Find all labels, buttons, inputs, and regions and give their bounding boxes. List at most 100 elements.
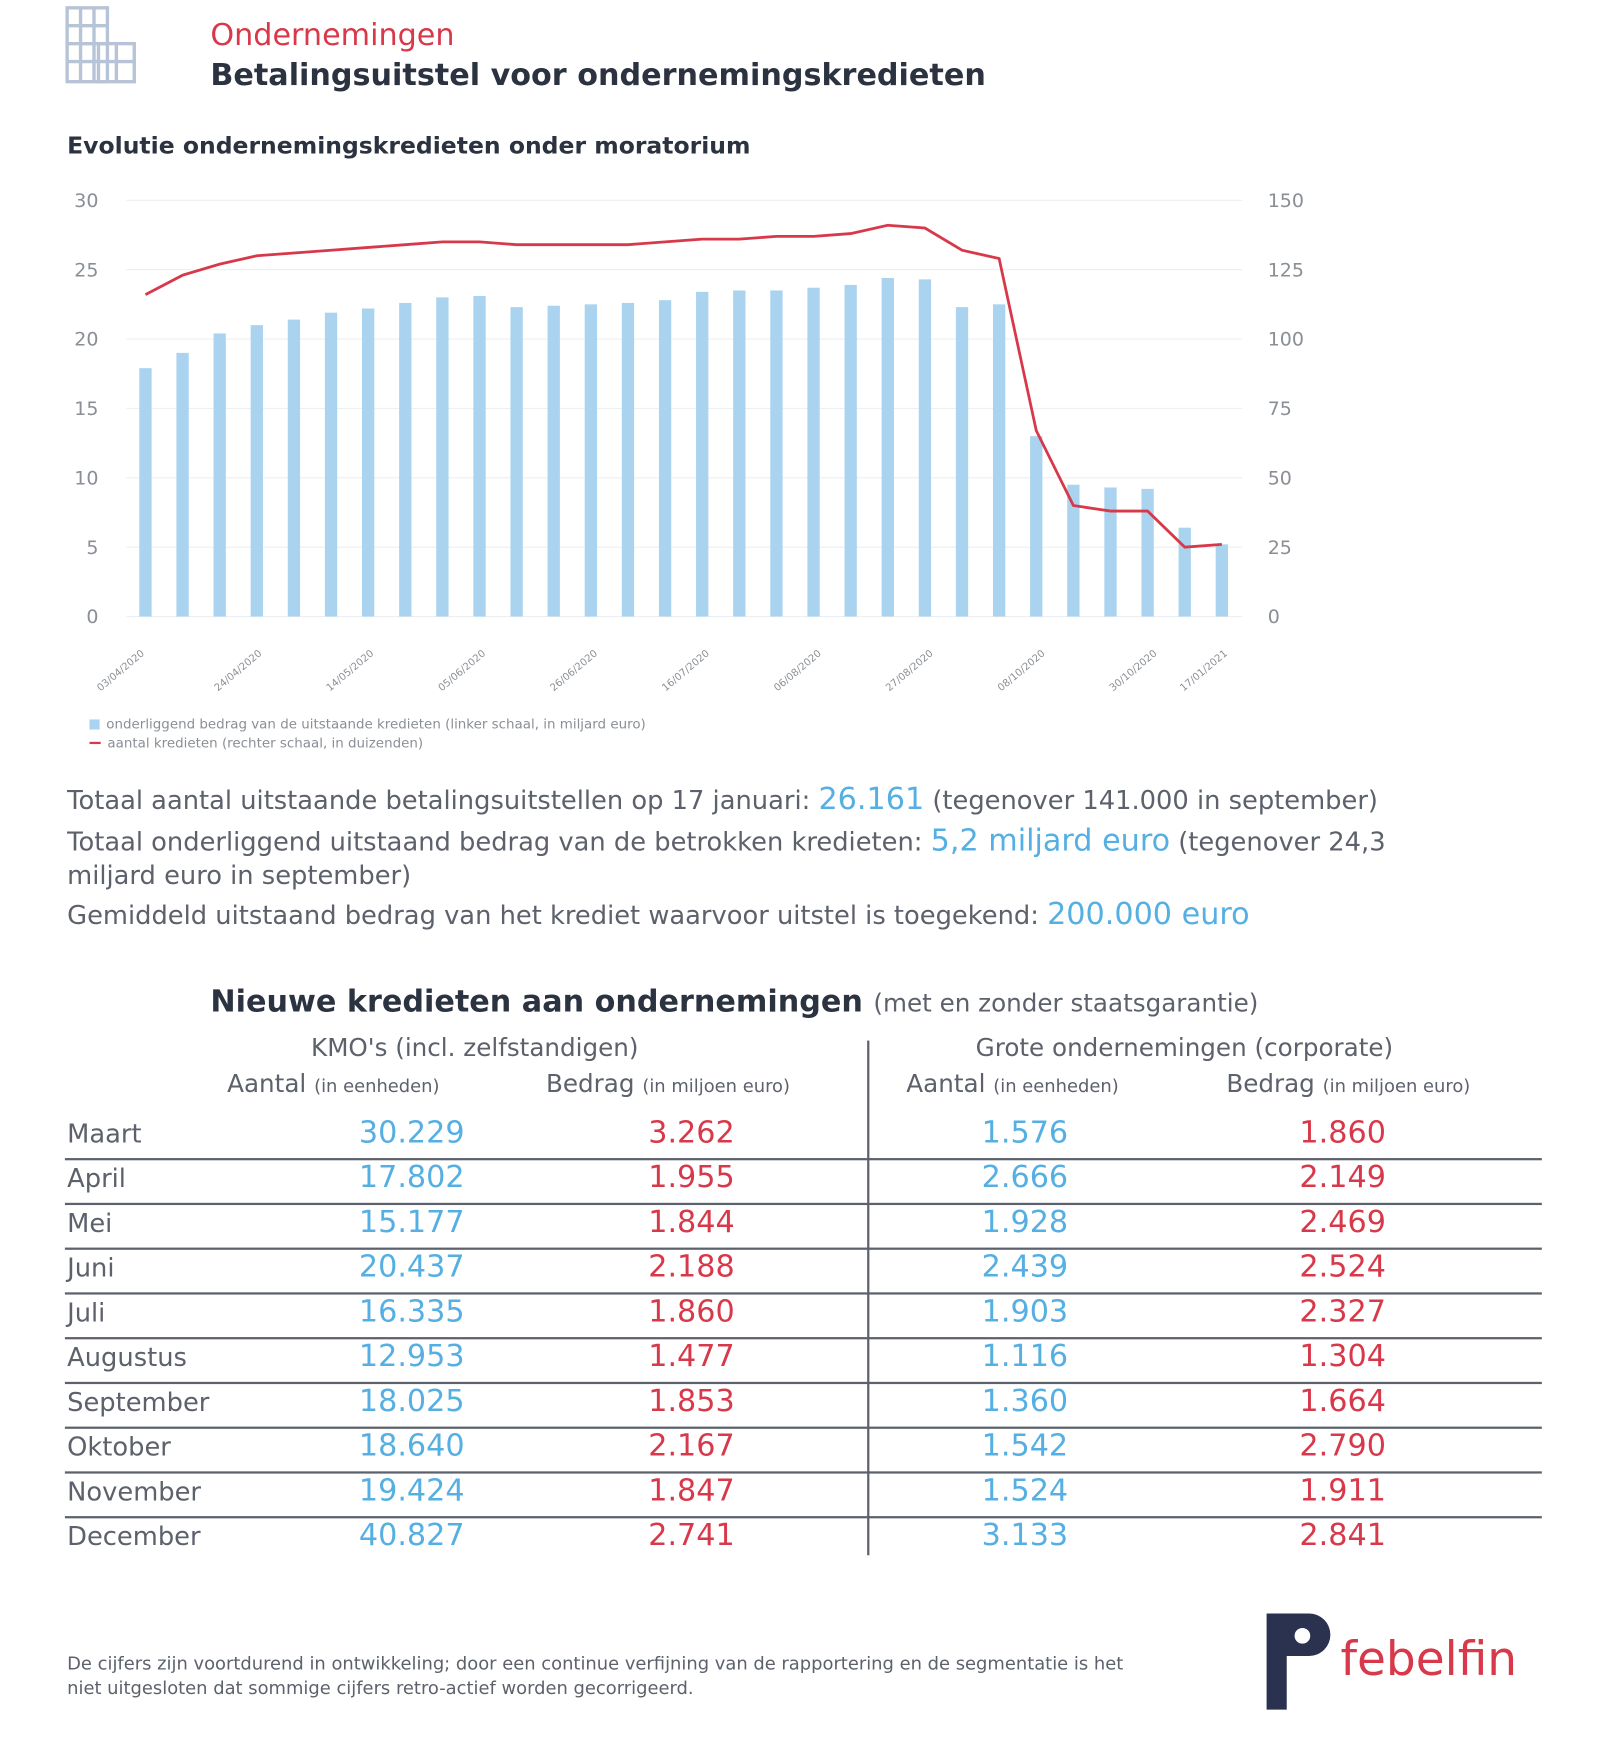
legend-item-line: aantal kredieten (rechter schaal, in dui…: [89, 735, 423, 751]
cell-kmo-bedrag: 1.860: [648, 1294, 735, 1330]
cell-kmo-bedrag: 1.477: [648, 1339, 735, 1375]
x-tick-label: 14/05/2020: [325, 648, 377, 694]
bar: [733, 290, 746, 617]
bar: [584, 304, 598, 617]
stat-average: Gemiddeld uitstaand bedrag van het kredi…: [67, 898, 1522, 933]
cell-grote-aantal: 1.524: [981, 1473, 1069, 1509]
x-tick-label: 05/06/2020: [437, 648, 489, 694]
x-tick-label: 24/04/2020: [213, 648, 265, 694]
cell-grote-aantal: 1.576: [981, 1115, 1069, 1151]
footnote: De cijfers zijn voortdurend in ontwikkel…: [67, 1652, 1124, 1699]
cell-grote-bedrag: 1.304: [1299, 1339, 1386, 1375]
bar: [362, 308, 375, 617]
building-icon: [65, 6, 136, 84]
cell-grote-aantal: 3.133: [981, 1518, 1069, 1554]
bar: [436, 297, 449, 617]
legend-swatch-bar: [89, 718, 100, 729]
bar: [621, 302, 635, 617]
cell-kmo-aantal: 17.802: [358, 1160, 465, 1195]
col-header-kmo-bedrag: Bedrag (in miljoen euro): [546, 1071, 790, 1099]
cell-month: Oktober: [67, 1433, 171, 1463]
cell-month: Juli: [67, 1299, 106, 1329]
y-left-tick-label: 5: [86, 537, 98, 559]
bar: [287, 319, 301, 617]
cell-grote-aantal: 1.903: [981, 1294, 1069, 1330]
cell-grote-aantal: 2.439: [981, 1249, 1069, 1285]
cell-grote-aantal: 1.542: [981, 1428, 1069, 1464]
stat-label: Totaal aantal uitstaande betalingsuitste…: [67, 786, 819, 816]
cell-month: Juni: [67, 1254, 115, 1284]
col-unit: (in miljoen euro): [642, 1075, 790, 1097]
y-left-tick-label: 0: [86, 606, 98, 628]
col-label: Bedrag: [546, 1070, 635, 1099]
cell-month: November: [67, 1478, 202, 1508]
cell-kmo-bedrag: 1.955: [648, 1160, 735, 1195]
stat-label: Gemiddeld uitstaand bedrag van het kredi…: [67, 901, 1048, 931]
stat-total-amount: Totaal onderliggend uitstaand bedrag van…: [67, 824, 1432, 893]
cell-kmo-aantal: 40.827: [358, 1518, 465, 1554]
x-tick-label: 30/10/2020: [1108, 648, 1160, 694]
cell-month: Mei: [67, 1209, 113, 1239]
page-title: Betalingsuitstel voor ondernemingskredie…: [210, 58, 986, 93]
bar: [510, 307, 523, 617]
table-row: Augustus 12.953 1.477 1.116 1.304: [64, 1337, 1542, 1385]
bar: [881, 277, 894, 617]
cell-grote-aantal: 1.360: [981, 1384, 1069, 1419]
col-label: Aantal: [906, 1070, 986, 1099]
bar: [696, 291, 709, 617]
bar: [1141, 488, 1154, 617]
bar: [213, 333, 226, 617]
legend-label: onderliggend bedrag van de uitstaande kr…: [106, 716, 646, 732]
table-title-text: Nieuwe kredieten aan ondernemingen: [210, 984, 863, 1020]
x-tick-label: 08/10/2020: [996, 648, 1048, 694]
col-label: Bedrag: [1226, 1070, 1315, 1099]
bar: [992, 304, 1006, 617]
cell-grote-bedrag: 1.860: [1299, 1115, 1386, 1151]
col-header-corp-aantal: Aantal (in eenheden): [906, 1071, 1118, 1099]
cell-kmo-bedrag: 1.853: [648, 1384, 735, 1419]
table-row: Mei 15.177 1.844 1.928 2.469: [64, 1203, 1542, 1250]
stat-value: 200.000 euro: [1047, 897, 1250, 933]
table-row: Juni 20.437 2.188 2.439 2.524: [64, 1248, 1542, 1295]
cell-kmo-aantal: 19.424: [358, 1473, 465, 1509]
bar: [955, 307, 969, 617]
table-title: Nieuwe kredieten aan ondernemingen (met …: [210, 985, 1258, 1020]
column-divider: [867, 1040, 870, 1556]
table-row: Oktober 18.640 2.167 1.542 2.790: [64, 1427, 1542, 1474]
stat-label: Totaal onderliggend uitstaand bedrag van…: [67, 827, 931, 858]
cell-month: April: [67, 1164, 126, 1194]
y-right-tick-label: 150: [1268, 190, 1304, 212]
cell-grote-bedrag: 2.327: [1299, 1294, 1386, 1330]
cell-kmo-aantal: 18.025: [358, 1384, 465, 1419]
bar: [1104, 487, 1117, 617]
bar: [1030, 436, 1043, 617]
bar: [547, 305, 560, 617]
y-right-tick-label: 75: [1268, 398, 1292, 420]
y-right-tick-label: 25: [1268, 537, 1292, 559]
y-right-tick-label: 0: [1268, 606, 1280, 628]
bar: [176, 352, 189, 617]
group-header-corporate: Grote ondernemingen (corporate): [975, 1034, 1394, 1063]
table-row: December 40.827 2.741 3.133 2.841: [65, 1516, 1542, 1561]
line-series: [144, 223, 1222, 549]
cell-month: Maart: [67, 1120, 142, 1150]
cell-kmo-bedrag: 2.188: [648, 1249, 735, 1285]
y-right-tick-label: 125: [1268, 259, 1304, 281]
x-tick-label: 06/08/2020: [772, 648, 824, 694]
cell-grote-bedrag: 2.841: [1299, 1518, 1386, 1554]
cell-grote-bedrag: 2.790: [1299, 1428, 1386, 1464]
febelfin-logo-mark: [1266, 1613, 1331, 1710]
cell-kmo-bedrag: 1.844: [648, 1205, 735, 1240]
y-left-tick-label: 20: [74, 329, 98, 351]
cell-grote-aantal: 2.666: [981, 1160, 1069, 1195]
col-label: Aantal: [227, 1070, 307, 1099]
x-tick-label: 26/06/2020: [548, 648, 600, 694]
bar: [844, 284, 857, 617]
table-row: November 19.424 1.847 1.524 1.911: [64, 1471, 1542, 1519]
cell-grote-bedrag: 1.664: [1299, 1384, 1386, 1419]
cell-kmo-aantal: 20.437: [358, 1249, 465, 1285]
cell-grote-bedrag: 2.469: [1299, 1205, 1386, 1240]
stat-note: (tegenover 141.000 in september): [924, 786, 1378, 816]
bar: [250, 325, 263, 617]
bar: [324, 312, 338, 617]
